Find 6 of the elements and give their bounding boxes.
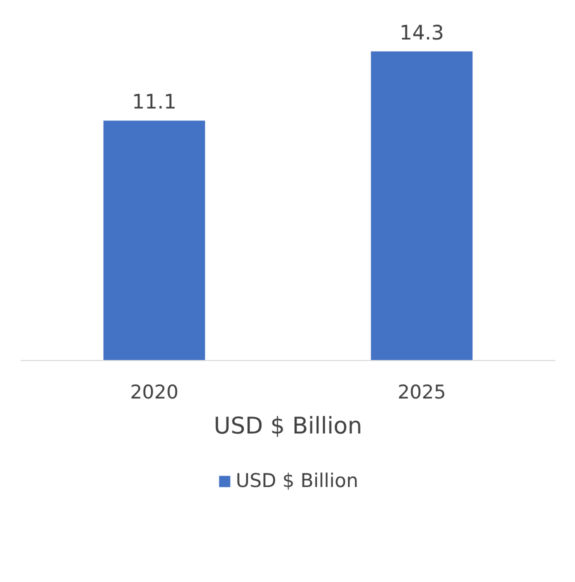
legend-label: USD $ Billion	[236, 470, 358, 492]
x-axis-title: USD $ Billion	[214, 414, 362, 440]
data-label: 11.1	[132, 90, 177, 114]
data-label: 14.3	[399, 20, 444, 44]
x-tick-label: 2020	[130, 382, 178, 404]
x-tick-label: 2025	[398, 382, 446, 404]
